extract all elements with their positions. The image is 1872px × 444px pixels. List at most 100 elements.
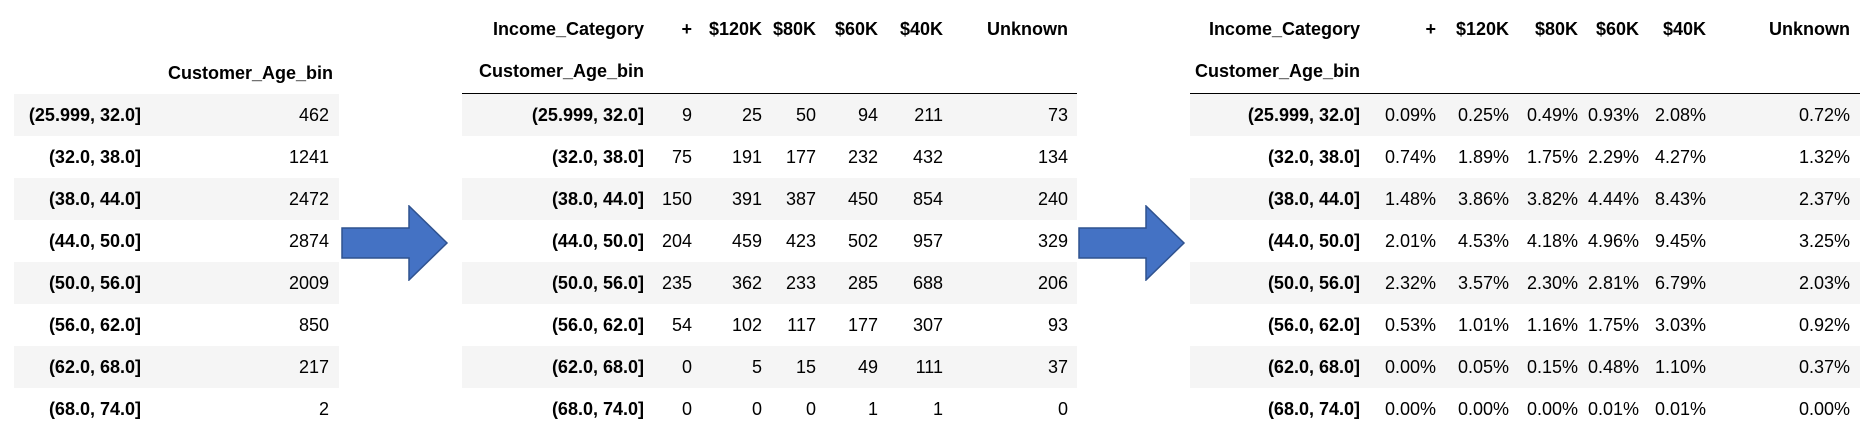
row-index-label: (56.0, 62.0] xyxy=(551,315,644,335)
row-index-label: (38.0, 44.0] xyxy=(551,189,644,209)
value-cell: 8.43% xyxy=(1654,189,1706,209)
row-index-label: (32.0, 38.0] xyxy=(551,147,644,167)
table-row: (56.0, 62.0] 54 102 117 177 307 93 xyxy=(462,304,1077,346)
table-row: (32.0, 38.0] 75 191 177 232 432 134 xyxy=(462,136,1077,178)
count-cell: 2 xyxy=(318,399,329,419)
value-cell: 0.92% xyxy=(1798,315,1850,335)
row-index-label: (68.0, 74.0] xyxy=(48,399,141,419)
value-cell: 0 xyxy=(681,399,692,419)
value-cell: 191 xyxy=(731,147,762,167)
value-cell: 15 xyxy=(795,357,816,377)
value-cell: 2.01% xyxy=(1384,231,1436,251)
count-cell: 1241 xyxy=(288,147,329,167)
value-cell: 2.30% xyxy=(1526,273,1578,293)
value-cell: 329 xyxy=(1037,231,1068,251)
table-row: (50.0, 56.0] 235 362 233 285 688 206 xyxy=(462,262,1077,304)
row-index-label: (38.0, 44.0] xyxy=(1267,189,1360,209)
value-cell: 1.32% xyxy=(1798,147,1850,167)
value-cell: 204 xyxy=(661,231,692,251)
value-cell: 362 xyxy=(731,273,762,293)
right-arrow-icon xyxy=(1078,205,1186,281)
table-row: (56.0, 62.0] 850 xyxy=(14,304,339,346)
count-cell: 2874 xyxy=(288,231,329,251)
index-name-header: Customer_Age_bin xyxy=(478,61,644,81)
value-cell: 102 xyxy=(731,315,762,335)
row-index-label: (38.0, 44.0] xyxy=(48,189,141,209)
count-cell: 850 xyxy=(298,315,329,335)
value-cell: 0.93% xyxy=(1587,105,1639,125)
value-cell: 232 xyxy=(847,147,878,167)
count-cell: 217 xyxy=(298,357,329,377)
value-cell: 5 xyxy=(751,357,762,377)
columns-name-header: Income_Category xyxy=(492,19,644,39)
value-cell: 423 xyxy=(785,231,816,251)
value-cell: 150 xyxy=(661,189,692,209)
value-cell: 1 xyxy=(932,399,943,419)
value-cell: 73 xyxy=(1047,105,1068,125)
value-cell: 240 xyxy=(1037,189,1068,209)
row-index-label: (62.0, 68.0] xyxy=(1267,357,1360,377)
table-row: (38.0, 44.0] 1.48% 3.86% 3.82% 4.44% 8.43% 2.3… xyxy=(1190,178,1860,220)
table-row: (25.999, 32.0] 462 xyxy=(14,94,339,136)
value-cell: 93 xyxy=(1047,315,1068,335)
value-cell: 387 xyxy=(785,189,816,209)
value-cell: 0.25% xyxy=(1457,105,1509,125)
value-cell: 177 xyxy=(847,315,878,335)
column-header: $60K xyxy=(834,19,878,39)
value-cell: 0.00% xyxy=(1526,399,1578,419)
row-index-label: (56.0, 62.0] xyxy=(48,315,141,335)
table-row: (32.0, 38.0] 1241 xyxy=(14,136,339,178)
value-cell: 0.01% xyxy=(1654,399,1706,419)
table-row: (68.0, 74.0] 2 xyxy=(14,388,339,430)
table-row: (44.0, 50.0] 2874 xyxy=(14,220,339,262)
table-row: (62.0, 68.0] 0.00% 0.05% 0.15% 0.48% 1.10% 0.3… xyxy=(1190,346,1860,388)
value-cell: 4.44% xyxy=(1587,189,1639,209)
value-cell: 206 xyxy=(1037,273,1068,293)
value-cell: 391 xyxy=(731,189,762,209)
count-cell: 462 xyxy=(298,105,329,125)
value-cell: 177 xyxy=(785,147,816,167)
row-index-label: (62.0, 68.0] xyxy=(48,357,141,377)
value-cell: 0 xyxy=(805,399,816,419)
column-header: Unknown xyxy=(1769,19,1850,39)
value-cell: 854 xyxy=(912,189,943,209)
value-cell: 0.01% xyxy=(1587,399,1639,419)
value-cell: 2.03% xyxy=(1798,273,1850,293)
count-cell: 2009 xyxy=(288,273,329,293)
table-row: (62.0, 68.0] 0 5 15 49 111 37 xyxy=(462,346,1077,388)
value-cell: 4.18% xyxy=(1526,231,1578,251)
table-row: (44.0, 50.0] 2.01% 4.53% 4.18% 4.96% 9.45% 3.2… xyxy=(1190,220,1860,262)
header-rule xyxy=(462,93,1077,94)
index-name-header: Customer_Age_bin xyxy=(167,63,333,83)
row-index-label: (44.0, 50.0] xyxy=(48,231,141,251)
value-cell: 9.45% xyxy=(1654,231,1706,251)
value-cell: 2.32% xyxy=(1384,273,1436,293)
value-cell: 3.25% xyxy=(1798,231,1850,251)
table-row: (68.0, 74.0] 0.00% 0.00% 0.00% 0.01% 0.01% 0.0… xyxy=(1190,388,1860,430)
row-index-label: (50.0, 56.0] xyxy=(48,273,141,293)
value-cell: 0.37% xyxy=(1798,357,1850,377)
value-cell: 94 xyxy=(857,105,878,125)
value-cell: 54 xyxy=(671,315,692,335)
value-cell: 0.49% xyxy=(1526,105,1578,125)
value-cell: 2.29% xyxy=(1587,147,1639,167)
table-row: (38.0, 44.0] 150 391 387 450 854 240 xyxy=(462,178,1077,220)
value-cell: 0.00% xyxy=(1384,399,1436,419)
row-index-label: (68.0, 74.0] xyxy=(1267,399,1360,419)
value-cell: 134 xyxy=(1037,147,1068,167)
row-index-label: (25.999, 32.0] xyxy=(1247,105,1360,125)
value-cell: 688 xyxy=(912,273,943,293)
column-header: $40K xyxy=(1662,19,1706,39)
value-cell: 285 xyxy=(847,273,878,293)
row-index-label: (68.0, 74.0] xyxy=(551,399,644,419)
table-row: (44.0, 50.0] 204 459 423 502 957 329 xyxy=(462,220,1077,262)
table-row: (50.0, 56.0] 2009 xyxy=(14,262,339,304)
value-cell: 2.08% xyxy=(1654,105,1706,125)
row-index-label: (50.0, 56.0] xyxy=(1267,273,1360,293)
value-cell: 0.09% xyxy=(1384,105,1436,125)
value-cell: 0 xyxy=(1057,399,1068,419)
column-header: $120K xyxy=(1455,19,1509,39)
value-cell: 0.72% xyxy=(1798,105,1850,125)
row-index-label: (56.0, 62.0] xyxy=(1267,315,1360,335)
value-cell: 1.75% xyxy=(1587,315,1639,335)
